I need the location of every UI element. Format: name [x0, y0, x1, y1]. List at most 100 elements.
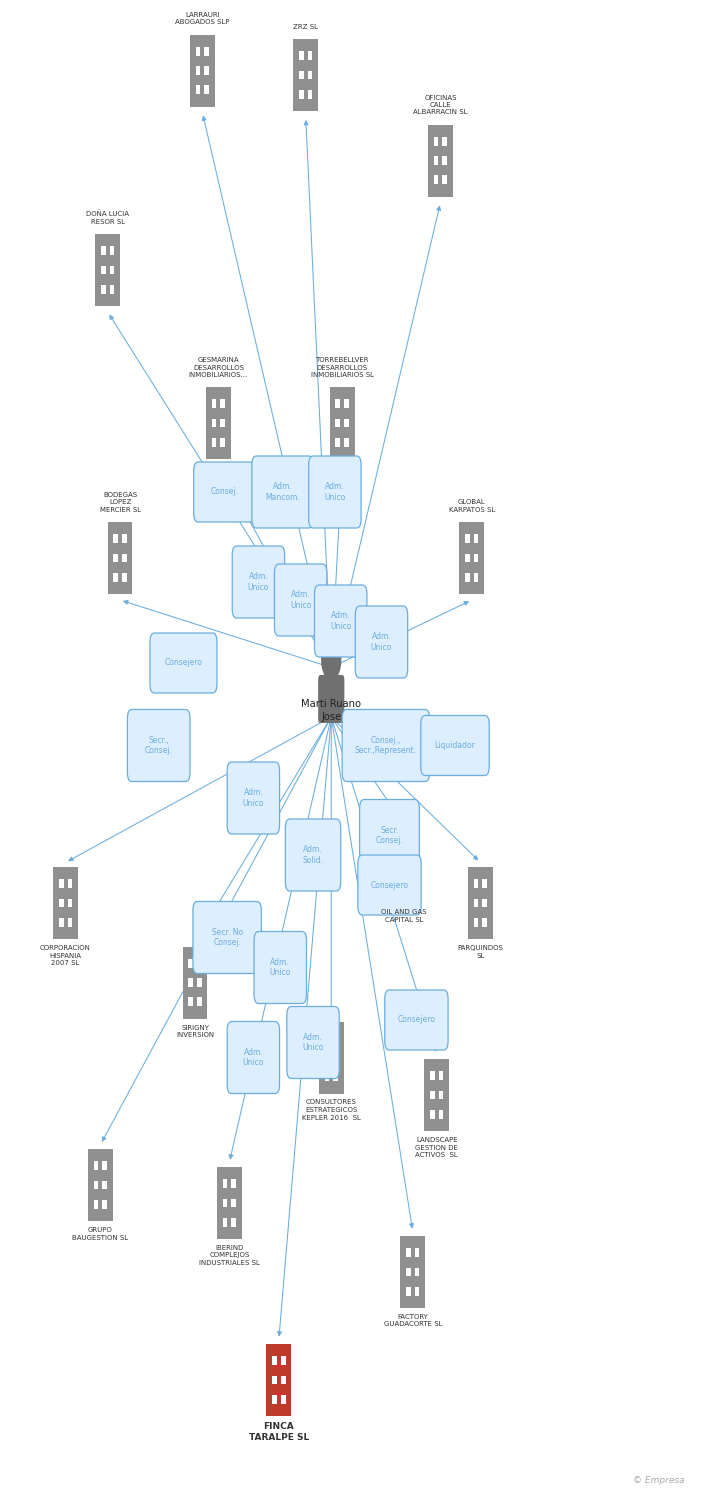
FancyBboxPatch shape — [272, 1376, 277, 1384]
FancyBboxPatch shape — [114, 573, 118, 582]
FancyBboxPatch shape — [114, 554, 118, 562]
FancyBboxPatch shape — [342, 710, 430, 782]
FancyBboxPatch shape — [223, 1198, 227, 1208]
FancyBboxPatch shape — [197, 978, 202, 987]
FancyBboxPatch shape — [336, 399, 340, 408]
FancyBboxPatch shape — [474, 918, 478, 927]
FancyBboxPatch shape — [94, 1200, 98, 1209]
FancyBboxPatch shape — [415, 1268, 419, 1276]
FancyBboxPatch shape — [355, 606, 408, 678]
FancyBboxPatch shape — [254, 932, 306, 1004]
FancyBboxPatch shape — [443, 136, 447, 146]
FancyBboxPatch shape — [465, 554, 470, 562]
FancyBboxPatch shape — [266, 1344, 291, 1416]
FancyBboxPatch shape — [150, 633, 217, 693]
Text: LARRAURI
ABOGADOS SLP: LARRAURI ABOGADOS SLP — [175, 12, 229, 26]
FancyBboxPatch shape — [232, 546, 285, 618]
Text: © Empresa: © Empresa — [633, 1476, 684, 1485]
Text: OFICINAS
CALLE
ALBARRACIN SL: OFICINAS CALLE ALBARRACIN SL — [414, 94, 467, 116]
FancyBboxPatch shape — [122, 573, 127, 582]
Text: Consej.,
Secr.,Represent.: Consej., Secr.,Represent. — [355, 736, 417, 754]
FancyBboxPatch shape — [197, 998, 202, 1006]
Circle shape — [322, 640, 341, 680]
FancyBboxPatch shape — [110, 246, 114, 255]
FancyBboxPatch shape — [95, 234, 120, 306]
FancyBboxPatch shape — [68, 879, 72, 888]
Text: LANDSCAPE
GESTION DE
ACTIVOS  SL: LANDSCAPE GESTION DE ACTIVOS SL — [416, 1137, 458, 1158]
FancyBboxPatch shape — [397, 843, 402, 852]
Text: Secr.,
Consej.: Secr., Consej. — [145, 736, 173, 754]
Text: IBERIND
COMPLEJOS
INDUSTRIALES SL: IBERIND COMPLEJOS INDUSTRIALES SL — [199, 1245, 260, 1266]
Text: Liquidador: Liquidador — [435, 741, 475, 750]
FancyBboxPatch shape — [443, 156, 447, 165]
FancyBboxPatch shape — [299, 51, 304, 60]
FancyBboxPatch shape — [196, 86, 200, 94]
FancyBboxPatch shape — [397, 862, 402, 871]
FancyBboxPatch shape — [101, 246, 106, 255]
Text: Secr.
Consej.: Secr. Consej. — [376, 827, 403, 844]
FancyBboxPatch shape — [443, 176, 447, 184]
FancyBboxPatch shape — [196, 66, 200, 75]
Text: Adm.
Mancom.: Adm. Mancom. — [265, 483, 300, 501]
FancyBboxPatch shape — [483, 879, 487, 888]
Text: Marti Ruano
Jose: Marti Ruano Jose — [301, 699, 361, 721]
FancyBboxPatch shape — [212, 438, 216, 447]
FancyBboxPatch shape — [189, 958, 193, 968]
FancyBboxPatch shape — [194, 462, 255, 522]
FancyBboxPatch shape — [430, 1090, 435, 1100]
FancyBboxPatch shape — [205, 66, 209, 75]
Text: CONSULTORES
ESTRATEGICOS
KEPLER 2016  SL: CONSULTORES ESTRATEGICOS KEPLER 2016 SL — [302, 1100, 360, 1120]
Text: Adm.
Unico: Adm. Unico — [242, 1048, 264, 1066]
Text: Adm.
Unico: Adm. Unico — [330, 612, 352, 630]
FancyBboxPatch shape — [392, 831, 416, 903]
FancyBboxPatch shape — [221, 438, 225, 447]
FancyBboxPatch shape — [434, 156, 438, 165]
FancyBboxPatch shape — [344, 399, 349, 408]
FancyBboxPatch shape — [285, 819, 341, 891]
FancyBboxPatch shape — [197, 958, 202, 968]
FancyBboxPatch shape — [272, 1395, 277, 1404]
Text: FACTORY
GUADACORTE SL: FACTORY GUADACORTE SL — [384, 1314, 442, 1328]
FancyBboxPatch shape — [183, 946, 207, 1018]
FancyBboxPatch shape — [474, 898, 478, 908]
Text: Adm.
Unico: Adm. Unico — [302, 1034, 324, 1052]
FancyBboxPatch shape — [227, 762, 280, 834]
FancyBboxPatch shape — [459, 522, 484, 594]
FancyBboxPatch shape — [439, 1090, 443, 1100]
FancyBboxPatch shape — [325, 1053, 329, 1062]
FancyBboxPatch shape — [336, 438, 340, 447]
FancyBboxPatch shape — [59, 879, 63, 888]
FancyBboxPatch shape — [318, 675, 344, 723]
Text: DOÑA LUCIA
RESOR SL: DOÑA LUCIA RESOR SL — [86, 211, 130, 225]
FancyBboxPatch shape — [400, 1236, 425, 1308]
FancyBboxPatch shape — [223, 1218, 227, 1227]
FancyBboxPatch shape — [108, 522, 132, 594]
FancyBboxPatch shape — [360, 800, 419, 871]
FancyBboxPatch shape — [103, 1180, 107, 1190]
FancyBboxPatch shape — [217, 1167, 242, 1239]
FancyBboxPatch shape — [101, 285, 106, 294]
FancyBboxPatch shape — [110, 285, 114, 294]
FancyBboxPatch shape — [68, 918, 72, 927]
FancyBboxPatch shape — [127, 710, 190, 782]
FancyBboxPatch shape — [196, 46, 200, 56]
FancyBboxPatch shape — [212, 419, 216, 428]
FancyBboxPatch shape — [193, 902, 261, 974]
Text: Adm.
Solid.: Adm. Solid. — [302, 846, 324, 864]
Text: Adm.
Unico: Adm. Unico — [371, 633, 392, 651]
FancyBboxPatch shape — [344, 419, 349, 428]
Text: OIL AND GAS
CAPITAL SL: OIL AND GAS CAPITAL SL — [381, 909, 427, 922]
FancyBboxPatch shape — [287, 1007, 339, 1078]
FancyBboxPatch shape — [299, 90, 304, 99]
Text: SIRIGNY
INVERSION: SIRIGNY INVERSION — [176, 1024, 214, 1038]
Text: BODEGAS
LOPEZ
MERCIER SL: BODEGAS LOPEZ MERCIER SL — [100, 492, 141, 513]
FancyBboxPatch shape — [430, 1071, 435, 1080]
Text: GRUPO
BAUGESTION SL: GRUPO BAUGESTION SL — [72, 1227, 129, 1240]
FancyBboxPatch shape — [110, 266, 114, 274]
Text: CORPORACION
HISPANIA
2007 SL: CORPORACION HISPANIA 2007 SL — [40, 945, 91, 966]
FancyBboxPatch shape — [483, 918, 487, 927]
Text: Consejero: Consejero — [371, 880, 408, 890]
FancyBboxPatch shape — [281, 1376, 285, 1384]
Text: Consejero: Consejero — [165, 658, 202, 668]
FancyBboxPatch shape — [189, 978, 193, 987]
